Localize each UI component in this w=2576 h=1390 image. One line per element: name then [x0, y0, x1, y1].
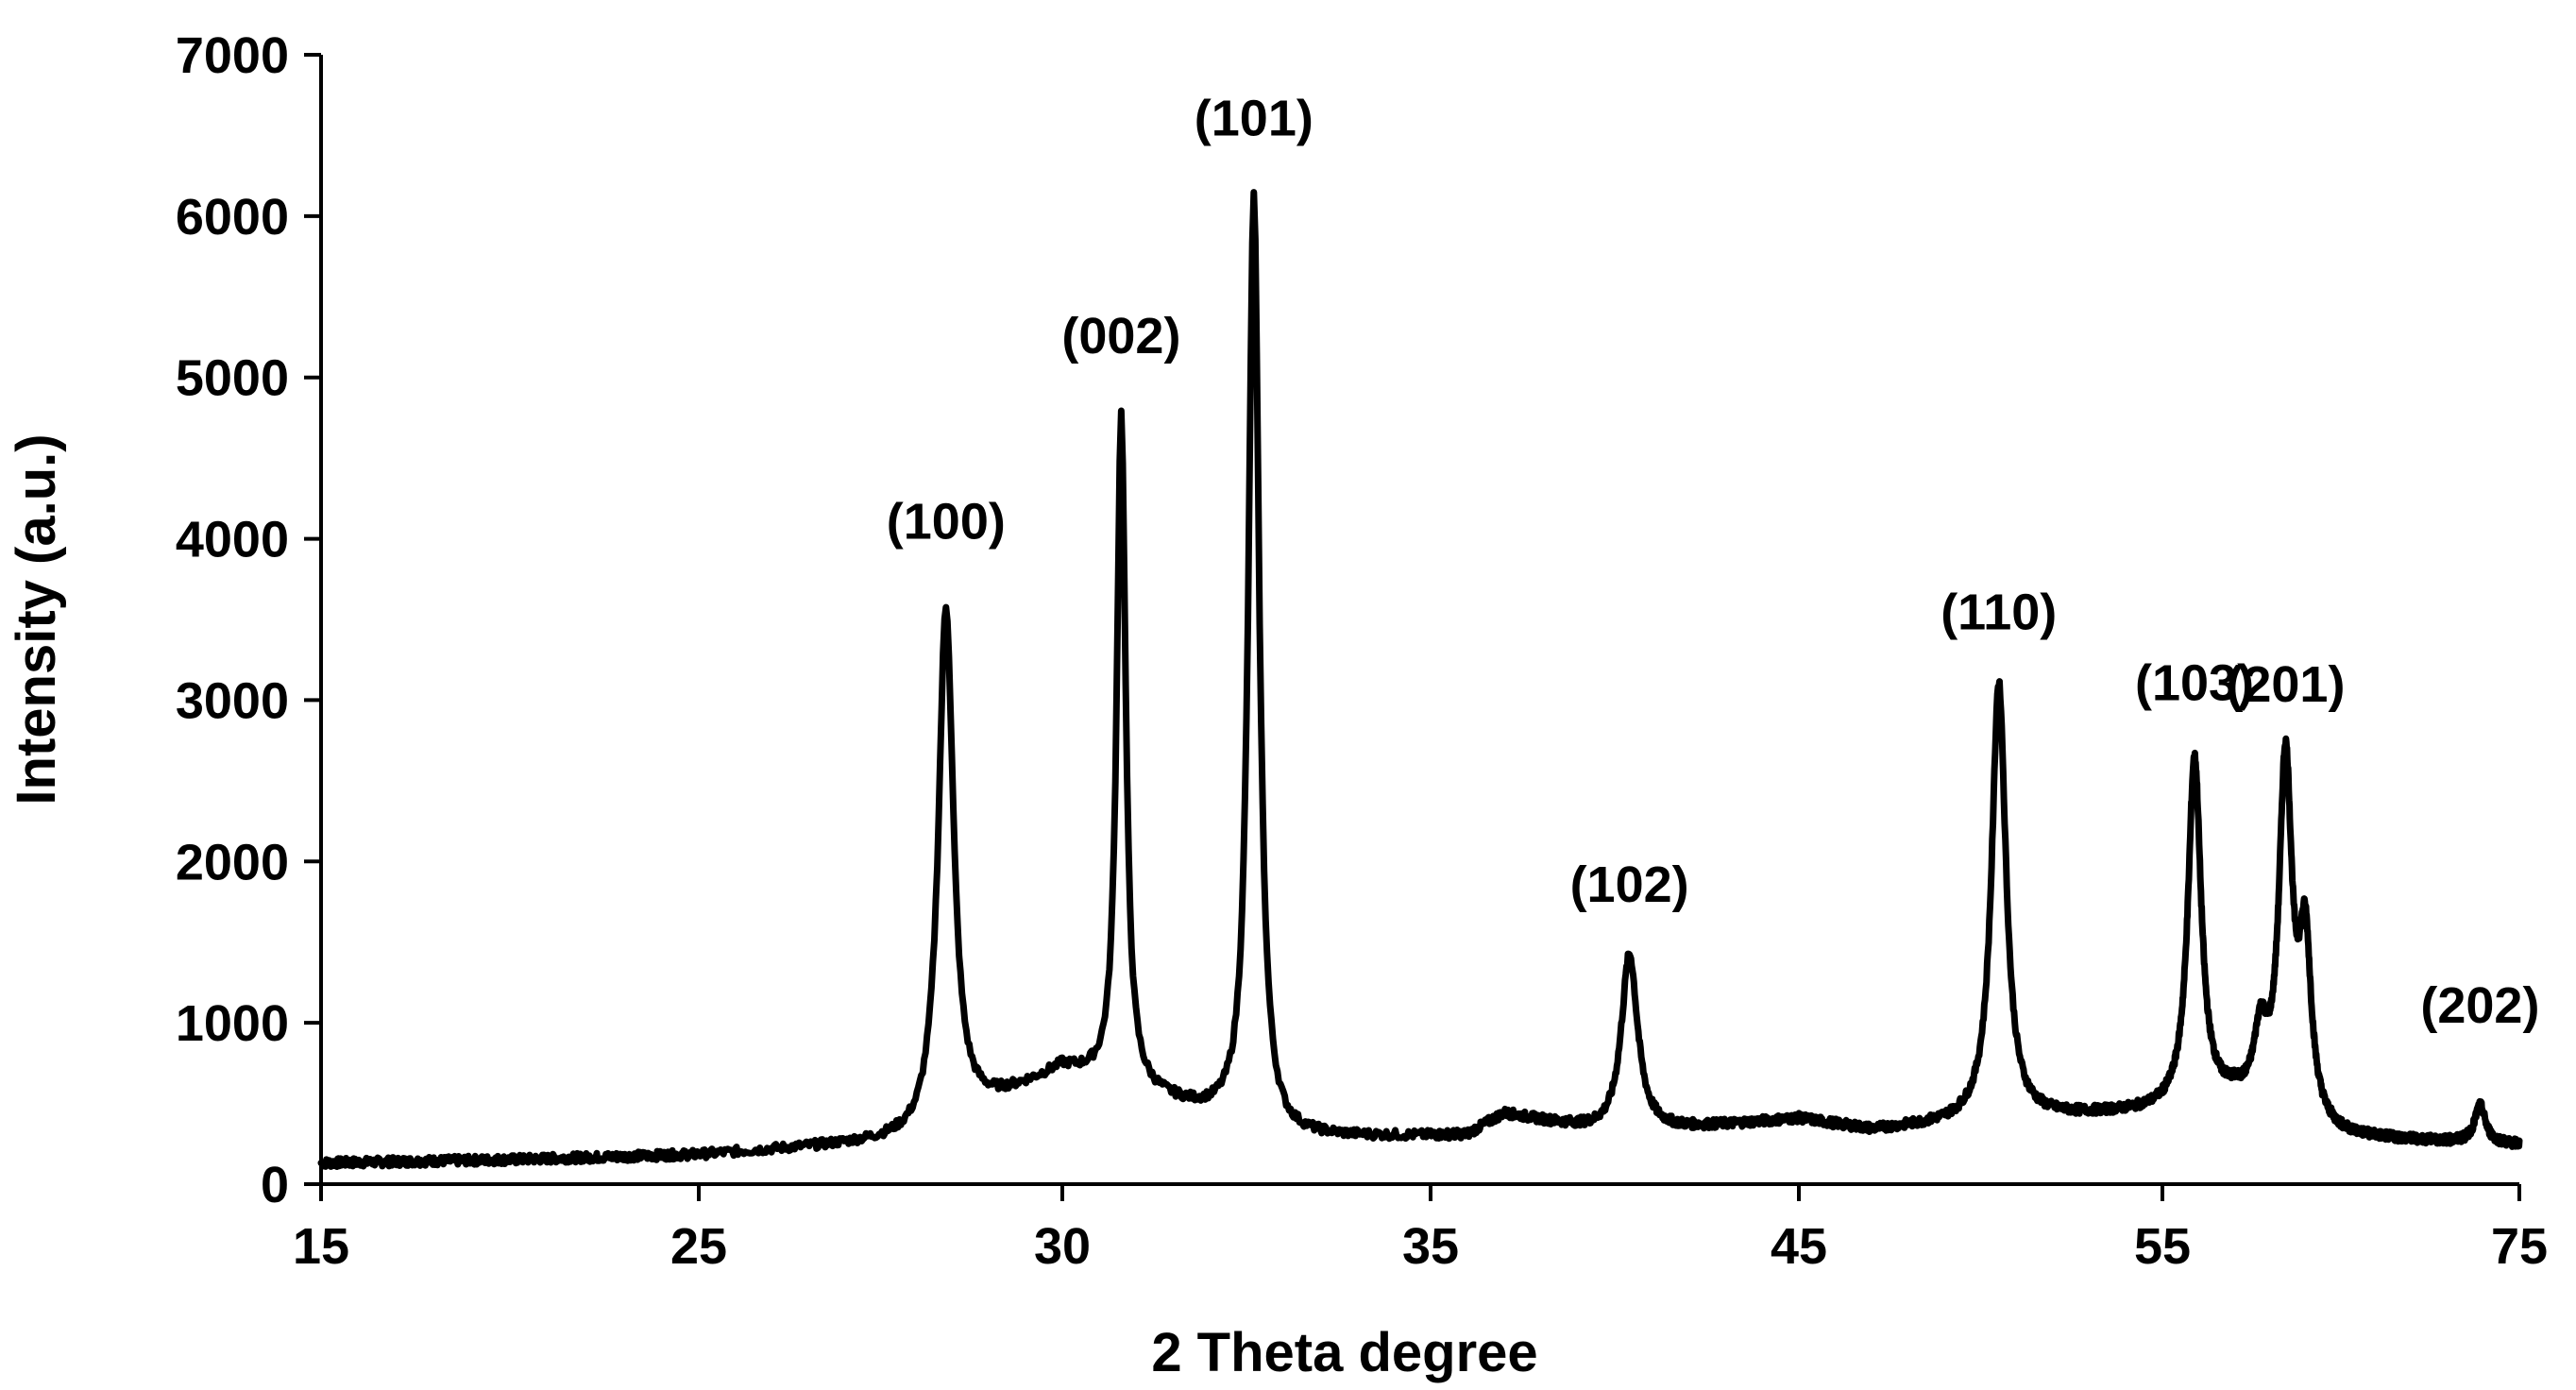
y-tick-label: 7000: [176, 27, 289, 84]
peak-label: (102): [1570, 856, 1689, 913]
peak-label: (201): [2226, 656, 2345, 713]
axes: [319, 55, 2519, 1186]
y-tick-label: 0: [261, 1157, 289, 1213]
y-tick-label: 4000: [176, 512, 289, 568]
x-tick-label: 45: [1771, 1218, 1827, 1275]
peak-label: (103): [2135, 654, 2254, 711]
y-axis-title: Intensity (a.u.): [6, 433, 67, 805]
peak-label: (101): [1195, 90, 1313, 146]
y-tick-label: 6000: [176, 189, 289, 246]
peak-labels: (100) (002) (101) (102) (110) (103)(201) (202): [887, 90, 2540, 1034]
x-tick-label: 15: [293, 1218, 349, 1275]
x-tick-label: 25: [670, 1218, 727, 1275]
xrd-pattern-line: [317, 189, 2523, 1170]
x-tick-label: 30: [1034, 1218, 1091, 1275]
peak-label: (110): [1940, 584, 2057, 640]
y-tick-label: 1000: [176, 995, 289, 1052]
x-ticks: 15 25 30 35 45 55 75: [293, 1184, 2548, 1275]
y-tick-label: 3000: [176, 672, 289, 729]
x-axis-title: 2 Theta degree: [1151, 1322, 1537, 1383]
y-ticks: 0 1000 2000 3000 4000 5000 6000 7000: [176, 27, 321, 1213]
peak-label: (002): [1061, 308, 1180, 364]
y-tick-label: 2000: [176, 834, 289, 890]
x-tick-label: 55: [2134, 1218, 2191, 1275]
x-tick-label: 35: [1402, 1218, 1459, 1275]
x-tick-label: 75: [2491, 1218, 2548, 1275]
peak-label: (100): [887, 494, 1006, 551]
y-tick-label: 5000: [176, 350, 289, 407]
peak-label: (202): [2420, 977, 2539, 1034]
